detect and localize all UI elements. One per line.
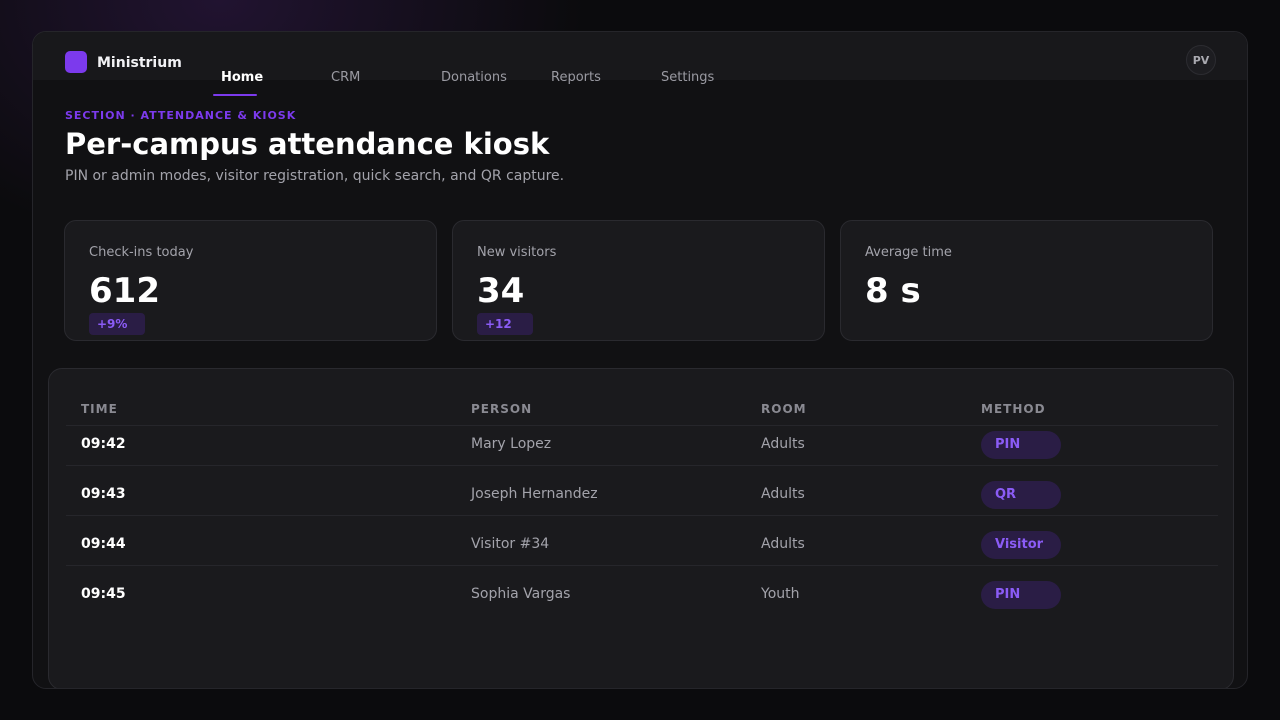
method-badge: Visitor (981, 531, 1061, 559)
top-bar (33, 32, 1247, 80)
column-header-person[interactable]: PERSON (471, 402, 533, 416)
table-row[interactable]: 09:45 Sophia Vargas Youth PIN (66, 565, 1218, 615)
stat-value: 34 (477, 271, 525, 311)
tab-donations[interactable]: Donations (441, 70, 507, 85)
cell-time: 09:44 (81, 536, 126, 552)
table-row[interactable]: 09:42 Mary Lopez Adults PIN (66, 425, 1218, 475)
cell-room: Adults (761, 536, 805, 552)
stat-card-checkins: Check-ins today 612 +9% (64, 220, 437, 341)
page-title: Per-campus attendance kiosk (65, 127, 550, 161)
tab-settings[interactable]: Settings (661, 70, 715, 85)
stat-delta-badge: +12 (477, 313, 533, 335)
stat-value: 612 (89, 271, 160, 311)
active-tab-indicator (213, 94, 257, 96)
method-badge: PIN (981, 581, 1061, 609)
checkins-table: TIME PERSON ROOM METHOD 09:42 Mary Lopez… (48, 368, 1234, 688)
stat-value: 8 s (865, 271, 921, 311)
column-header-room[interactable]: ROOM (761, 402, 807, 416)
cell-person[interactable]: Sophia Vargas (471, 586, 571, 602)
user-avatar[interactable]: PV (1186, 45, 1216, 75)
method-badge: PIN (981, 431, 1061, 459)
brand-name: Ministrium (97, 55, 182, 71)
cell-person[interactable]: Joseph Hernandez (471, 486, 598, 502)
app-window: Ministrium Home CRM Donations Reports Se… (32, 31, 1248, 689)
cell-person[interactable]: Mary Lopez (471, 436, 552, 452)
stat-label: Average time (865, 245, 952, 260)
stat-label: New visitors (477, 245, 557, 260)
cell-room: Youth (761, 586, 800, 602)
stat-card-new-visitors: New visitors 34 +12 (452, 220, 825, 341)
square-logo-icon (65, 51, 87, 73)
cell-person[interactable]: Visitor #34 (471, 536, 550, 552)
column-header-method[interactable]: METHOD (981, 402, 1046, 416)
section-eyebrow: SECTION · ATTENDANCE & KIOSK (65, 109, 297, 122)
tab-reports[interactable]: Reports (551, 70, 601, 85)
tab-crm[interactable]: CRM (331, 70, 361, 85)
cell-room: Adults (761, 486, 805, 502)
cell-time: 09:43 (81, 486, 126, 502)
stat-delta-badge: +9% (89, 313, 145, 335)
table-row[interactable]: 09:43 Joseph Hernandez Adults QR (66, 465, 1218, 515)
cell-room: Adults (761, 436, 805, 452)
cell-time: 09:45 (81, 586, 126, 602)
page-subtitle: PIN or admin modes, visitor registration… (65, 168, 565, 184)
cell-time: 09:42 (81, 436, 126, 452)
stat-card-average-time: Average time 8 s (840, 220, 1213, 341)
column-header-time[interactable]: TIME (81, 402, 118, 416)
table-row[interactable]: 09:44 Visitor #34 Adults Visitor (66, 515, 1218, 565)
stat-label: Check-ins today (89, 245, 194, 260)
method-badge: QR (981, 481, 1061, 509)
tab-home[interactable]: Home (221, 70, 264, 85)
